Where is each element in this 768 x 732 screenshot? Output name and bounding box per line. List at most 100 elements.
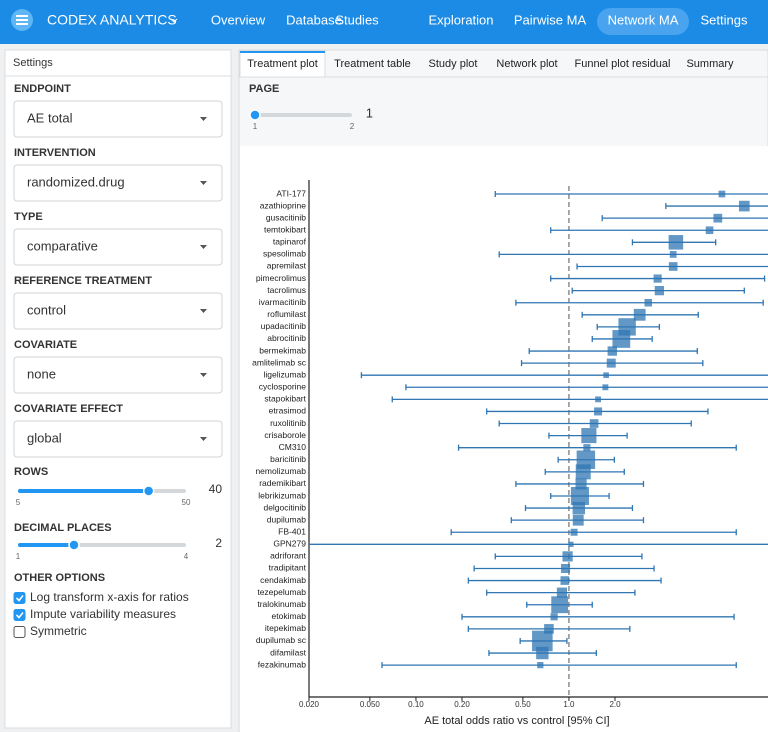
treatment-label: rademikibart [259, 478, 306, 488]
estimate-square [644, 298, 653, 307]
treatment-label: dupilumab sc [256, 635, 307, 645]
select-value: randomized.drug [27, 174, 125, 189]
treatment-label: pimecrolimus [256, 273, 306, 283]
nav-item[interactable]: Database [286, 12, 342, 27]
estimate-square [532, 630, 553, 652]
field-label: COVARIATE [14, 339, 77, 351]
slider-min: 1 [16, 552, 21, 561]
nav-item[interactable]: Studies [335, 12, 379, 27]
nav-item[interactable]: Exploration [428, 12, 493, 27]
x-tick-label: 2.0 [609, 700, 621, 709]
logo-mark [16, 15, 28, 25]
slider-handle[interactable] [68, 539, 80, 551]
estimate-square [581, 428, 597, 444]
select-box[interactable] [13, 164, 223, 202]
slider-value: 40 [209, 482, 223, 496]
checkbox-label: Impute variability measures [30, 607, 176, 621]
slider-handle[interactable] [142, 485, 155, 497]
treatment-label: ligelizumab [263, 369, 306, 379]
select-value: AE total [27, 110, 73, 125]
select-box[interactable] [13, 420, 223, 458]
estimate-square [602, 384, 609, 391]
tab[interactable]: Summary [686, 58, 734, 70]
tab[interactable]: Network plot [496, 58, 557, 70]
estimate-square [551, 596, 569, 614]
estimate-square [560, 576, 570, 585]
treatment-label: fezakinumab [258, 659, 306, 669]
checkbox[interactable] [13, 609, 26, 621]
tab-active [239, 50, 326, 78]
treatment-label: ruxolitinib [270, 418, 306, 428]
select-caret [200, 117, 207, 121]
slider-label: DECIMAL PLACES [14, 522, 112, 534]
estimate-square [570, 486, 589, 506]
x-tick-label: 0.50 [515, 700, 531, 709]
estimate-square [561, 563, 571, 573]
treatment-label: itepekimab [265, 623, 306, 633]
tab[interactable]: Funnel plot residual [574, 58, 670, 70]
estimate-square [537, 661, 544, 669]
x-tick-label: 0.20 [454, 700, 470, 709]
estimate-square [562, 551, 573, 562]
estimate-square [575, 464, 591, 480]
treatment-label: upadacitinib [261, 321, 307, 331]
treatment-label: cendakimab [260, 575, 306, 585]
tab[interactable]: Study plot [429, 58, 478, 70]
nav-item[interactable]: Settings [701, 12, 748, 27]
slider-min: 1 [253, 122, 258, 131]
checkbox[interactable] [13, 592, 26, 604]
estimate-square [589, 419, 599, 428]
select-box[interactable] [13, 356, 223, 394]
treatment-label: adriforant [270, 551, 307, 561]
select-box[interactable] [13, 228, 223, 266]
select-box[interactable] [13, 100, 223, 138]
treatment-label: FB-401 [278, 526, 306, 536]
treatment-label: tezepelumab [257, 587, 306, 597]
estimate-square [669, 251, 677, 258]
nav-item[interactable]: Network MA [608, 12, 679, 27]
nav-item[interactable]: Pairwise MA [514, 12, 587, 27]
field-label: ENDPOINT [14, 83, 71, 95]
slider-max: 50 [182, 498, 191, 507]
select-value: none [27, 366, 56, 381]
brand[interactable]: CODEX ANALYTICS [47, 12, 177, 28]
select-value: control [27, 302, 66, 317]
estimate-square [633, 308, 646, 321]
treatment-label: CM310 [279, 442, 307, 452]
treatment-label: roflumilast [267, 309, 306, 319]
slider-handle[interactable] [249, 109, 261, 121]
slider-fill [18, 543, 74, 547]
estimate-square [568, 541, 574, 547]
estimate-square [738, 200, 750, 212]
estimate-square [612, 330, 631, 348]
tab-indicator [240, 51, 325, 53]
nav-item[interactable]: Overview [211, 12, 266, 27]
estimate-square [595, 396, 601, 403]
treatment-label: bermekimab [259, 345, 306, 355]
treatment-label: ATI-177 [276, 188, 306, 198]
treatment-label: ivarmacitinib [259, 297, 307, 307]
estimate-square [713, 213, 723, 223]
select-value: global [27, 430, 62, 445]
estimate-square [544, 624, 554, 634]
treatment-label: tacrolimus [267, 285, 306, 295]
estimate-square [570, 528, 578, 536]
estimate-square [718, 190, 726, 198]
nav-active-pill [597, 8, 689, 35]
tab[interactable]: Treatment table [334, 58, 411, 70]
select-caret [200, 309, 207, 313]
page-label: PAGE [249, 83, 279, 95]
treatment-label: GPN279 [273, 539, 306, 549]
estimate-square [705, 226, 714, 235]
estimate-square [550, 613, 558, 621]
slider-value: 2 [215, 536, 222, 550]
checkbox[interactable] [13, 626, 26, 638]
tab[interactable]: Treatment plot [247, 58, 318, 70]
estimate-square [668, 262, 678, 271]
check-mark [15, 612, 24, 619]
x-tick-label: 0.050 [360, 700, 381, 709]
treatment-label: tapinarof [273, 237, 307, 247]
select-box[interactable] [13, 292, 223, 330]
